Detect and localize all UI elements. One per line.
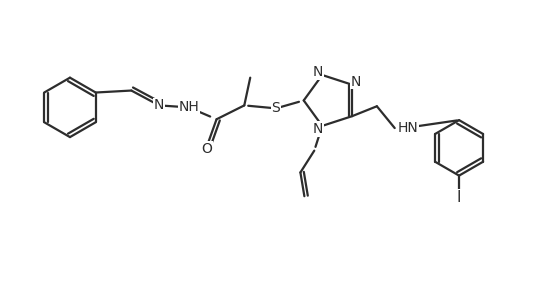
Text: N: N: [313, 122, 324, 136]
Text: NH: NH: [179, 100, 199, 114]
Text: N: N: [351, 75, 361, 89]
Text: O: O: [201, 142, 212, 156]
Text: S: S: [272, 101, 280, 115]
Text: N: N: [313, 65, 324, 79]
Text: I: I: [457, 190, 461, 205]
Text: HN: HN: [398, 121, 419, 135]
Text: N: N: [154, 99, 164, 112]
